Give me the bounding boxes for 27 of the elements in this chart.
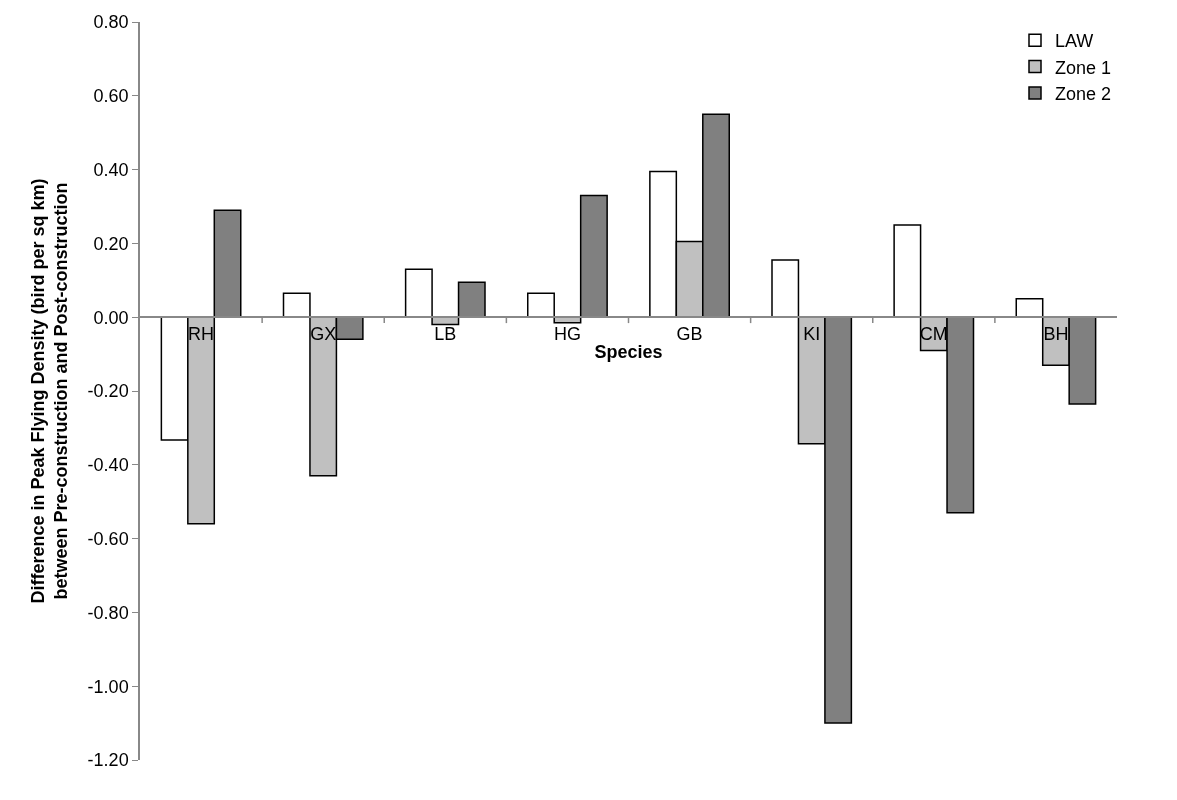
y-tick-label: 0.00 xyxy=(93,307,129,328)
bar xyxy=(404,268,433,318)
legend-label: Zone 1 xyxy=(1055,57,1112,78)
y-tick-label: -1.20 xyxy=(87,750,129,771)
y-axis-title: Difference in Peak Flying Density (bird per sq km) between Pre-construction and Post-construction xyxy=(27,178,72,604)
bar xyxy=(282,292,311,318)
bar xyxy=(527,292,555,318)
legend-label: Zone 2 xyxy=(1055,84,1112,105)
y-tick-label: 0.40 xyxy=(93,159,129,180)
y-tick-label: 0.60 xyxy=(93,86,129,107)
y-tick-label: -0.60 xyxy=(87,528,129,549)
y-tick-label: -0.40 xyxy=(87,455,129,476)
x-axis-title: Species xyxy=(594,342,663,363)
y-tick-label: -1.00 xyxy=(87,676,129,697)
x-tick-label: HG xyxy=(553,323,581,344)
bar xyxy=(893,224,922,318)
y-tick-label: -0.80 xyxy=(87,602,129,623)
x-tick-label: LB xyxy=(434,323,457,344)
y-tick-label: 0.80 xyxy=(93,12,129,33)
x-tick-label: KI xyxy=(803,323,821,344)
y-tick-label: 0.20 xyxy=(93,233,129,254)
bar xyxy=(771,259,800,318)
legend-label: LAW xyxy=(1055,31,1094,52)
y-tick-label: -0.20 xyxy=(87,381,129,402)
x-tick-label: BH xyxy=(1043,323,1069,344)
x-tick-label: RH xyxy=(188,323,215,344)
x-tick-label: GB xyxy=(676,323,703,344)
